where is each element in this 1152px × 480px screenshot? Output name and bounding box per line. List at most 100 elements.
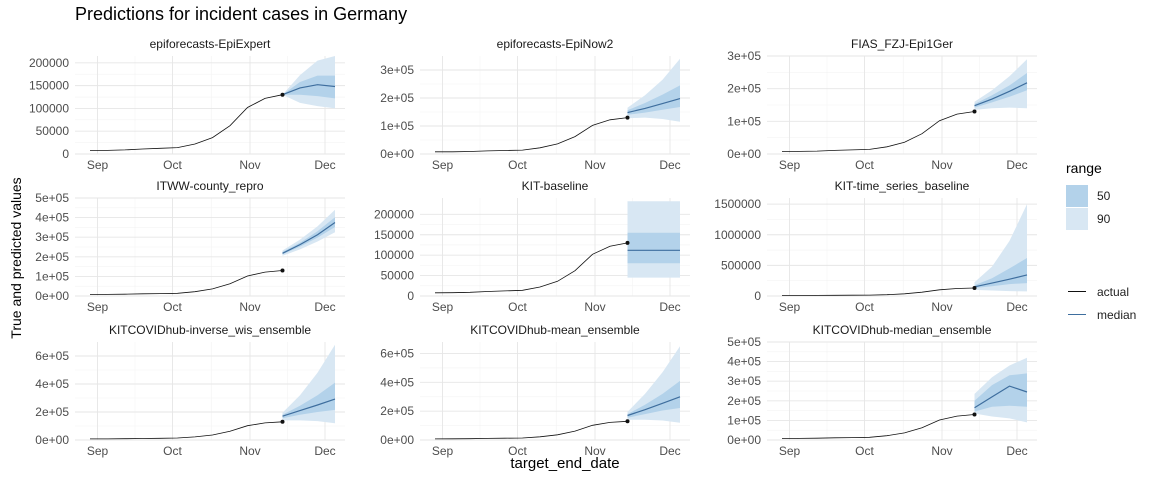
x-tick-label: Sep: [779, 300, 801, 314]
x-tick-label: Oct: [508, 158, 527, 172]
x-tick-label: Nov: [931, 444, 952, 458]
y-tick-label: 2e+05: [727, 82, 761, 96]
median-line: [282, 84, 336, 96]
y-tick-label: 50000: [36, 124, 70, 138]
x-axis-label: target_end_date: [510, 455, 620, 472]
panel-title: KITCOVIDhub-mean_ensemble: [470, 323, 640, 337]
legend-label-90: 90: [1097, 211, 1111, 226]
y-tick-label: 4e+05: [727, 355, 761, 369]
x-tick-label: Nov: [239, 444, 260, 458]
legend-item-90: 90: [1066, 207, 1152, 230]
y-tick-label: 0e+00: [380, 147, 414, 161]
panel-title: KIT-baseline: [522, 179, 589, 193]
panel-title: KITCOVIDhub-median_ensemble: [813, 323, 992, 337]
y-axis-label: True and predicted values: [8, 177, 24, 339]
y-tick-label: 0e+00: [380, 433, 414, 447]
y-tick-label: 200000: [374, 207, 414, 221]
y-tick-label: 2e+05: [380, 91, 414, 105]
panel-title: FIAS_FZJ-Epi1Ger: [851, 37, 953, 51]
ribbon-50: [282, 75, 335, 99]
x-tick-label: Oct: [163, 158, 182, 172]
median-line: [974, 385, 1028, 409]
x-tick-label: Sep: [432, 444, 454, 458]
y-tick-label: 1e+05: [727, 413, 761, 427]
ribbon-50: [282, 217, 335, 255]
y-tick-label: 0: [754, 289, 761, 303]
x-tick-label: Nov: [584, 300, 605, 314]
x-tick-label: Oct: [855, 158, 874, 172]
y-tick-label: 2e+05: [727, 394, 761, 408]
x-tick-label: Nov: [584, 158, 605, 172]
actual-last-point: [625, 240, 630, 245]
legend-title: range: [1066, 160, 1102, 176]
actual-line: [90, 421, 283, 440]
legend-swatch-90: [1066, 207, 1088, 230]
y-tick-label: 150000: [374, 228, 414, 242]
median-line: [627, 396, 681, 417]
x-tick-label: Sep: [87, 158, 109, 172]
x-tick-label: Dec: [659, 444, 680, 458]
chart-title: Predictions for incident cases in German…: [75, 4, 408, 24]
actual-line: [782, 287, 975, 296]
x-tick-label: Oct: [508, 300, 527, 314]
x-tick-label: Sep: [432, 300, 454, 314]
x-tick-label: Dec: [314, 444, 335, 458]
x-tick-label: Oct: [855, 444, 874, 458]
median-line: [627, 98, 681, 114]
ribbon-50: [282, 382, 335, 419]
panel-title: ITWW-county_repro: [156, 179, 263, 193]
y-tick-label: 2e+05: [35, 250, 69, 264]
x-tick-label: Sep: [87, 300, 109, 314]
x-tick-label: Dec: [314, 158, 335, 172]
x-tick-label: Oct: [855, 300, 874, 314]
x-tick-label: Sep: [87, 444, 109, 458]
y-tick-label: 0e+00: [727, 147, 761, 161]
y-tick-label: 4e+05: [35, 211, 69, 225]
x-tick-label: Nov: [584, 444, 605, 458]
median-line: [282, 222, 336, 254]
panel-background: [75, 342, 345, 440]
y-tick-label: 0e+00: [35, 289, 69, 303]
x-tick-label: Oct: [163, 300, 182, 314]
y-tick-label: 3e+05: [380, 63, 414, 77]
ribbon-90: [974, 59, 1027, 110]
x-tick-label: Sep: [779, 158, 801, 172]
actual-line: [781, 111, 975, 152]
y-tick-label: 6e+05: [35, 349, 69, 363]
panel-background: [75, 56, 345, 154]
y-tick-label: 200000: [29, 56, 69, 70]
y-tick-label: 1e+05: [727, 114, 761, 128]
y-tick-label: 0e+00: [727, 433, 761, 447]
actual-line: [781, 414, 975, 439]
x-tick-label: Dec: [659, 158, 680, 172]
y-tick-label: 0: [62, 147, 69, 161]
y-tick-label: 1e+05: [35, 269, 69, 283]
panel-title: KIT-time_series_baseline: [835, 179, 970, 193]
x-tick-label: Dec: [1006, 300, 1027, 314]
legend-item-median: median: [1066, 303, 1152, 326]
y-tick-label: 3e+05: [727, 49, 761, 63]
ribbon-50: [627, 232, 680, 264]
x-tick-label: Sep: [779, 444, 801, 458]
y-tick-label: 100000: [29, 101, 69, 115]
panel-5: 0 50000 100000 150000 200000 Sep Oct Nov Dec KIT-…: [374, 179, 690, 314]
y-tick-label: 500000: [721, 258, 761, 272]
x-tick-label: Nov: [931, 300, 952, 314]
x-tick-label: Nov: [931, 158, 952, 172]
actual-line: [435, 117, 628, 153]
median-line: [974, 274, 1028, 288]
panel-1: 0 50000 100000 150000 200000 Sep Oct Nov Dec epif…: [29, 37, 345, 172]
y-tick-label: 2e+05: [380, 404, 414, 418]
y-tick-label: 0e+00: [35, 433, 69, 447]
legend-swatch-50: [1066, 184, 1088, 207]
legend-item-actual: actual: [1066, 280, 1152, 303]
ribbon-50: [974, 373, 1027, 412]
ribbon-50: [974, 73, 1027, 108]
legend-swatch-median: [1066, 304, 1088, 326]
median-line: [282, 398, 336, 417]
panel-7: 0e+00 2e+05 4e+05 6e+05 Sep Oct Nov Dec KITCOVID…: [35, 323, 345, 458]
y-tick-label: 4e+05: [35, 377, 69, 391]
panel-title: epiforecasts-EpiNow2: [497, 37, 614, 51]
actual-last-point: [280, 419, 285, 424]
panel-title: epiforecasts-EpiExpert: [150, 37, 271, 51]
